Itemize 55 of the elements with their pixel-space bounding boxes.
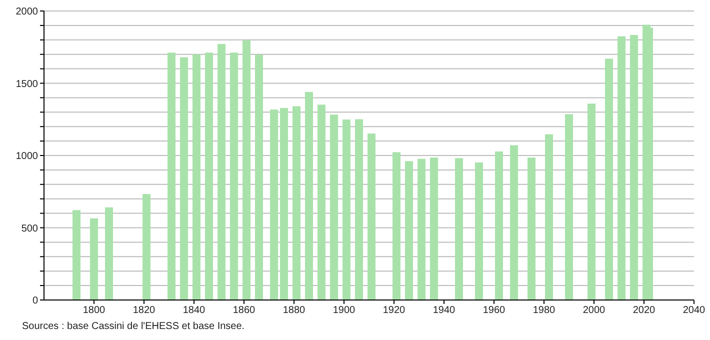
bar [368, 134, 376, 300]
y-tick-label: 1000 [16, 151, 38, 162]
bar [495, 151, 503, 300]
bar [405, 161, 413, 300]
y-tick-label: 0 [32, 296, 38, 307]
x-tick-label: 2000 [582, 305, 606, 316]
bar [90, 218, 98, 300]
x-tick-label: 1980 [532, 305, 556, 316]
x-tick-label: 1860 [232, 305, 256, 316]
x-tick-label: 1820 [132, 305, 156, 316]
bar [305, 92, 313, 300]
bar [105, 207, 113, 300]
bar [72, 210, 80, 300]
bar [618, 36, 626, 300]
bar [418, 158, 426, 300]
y-tick-label: 500 [21, 223, 38, 234]
bar [528, 158, 536, 300]
bar [255, 54, 263, 300]
bar [355, 119, 363, 300]
bar [242, 40, 250, 300]
bar [318, 104, 326, 300]
x-tick-label: 2020 [632, 305, 656, 316]
bar [168, 52, 176, 300]
bar [230, 52, 238, 300]
x-tick-label: 1940 [432, 305, 456, 316]
bar [205, 52, 213, 300]
x-tick-label: 1840 [182, 305, 206, 316]
x-tick-label: 1920 [382, 305, 406, 316]
x-tick-label: 1880 [282, 305, 306, 316]
bar [270, 110, 278, 300]
bar [430, 158, 438, 300]
bar [455, 158, 463, 300]
bar [588, 104, 596, 300]
y-tick-label: 2000 [16, 6, 38, 18]
bar [280, 108, 288, 300]
bar [218, 44, 226, 300]
bar [475, 162, 483, 300]
bar [630, 34, 638, 300]
x-tick-label: 1900 [332, 305, 356, 316]
bar [330, 114, 338, 300]
bar [142, 194, 150, 300]
bar [342, 120, 350, 300]
bar [565, 114, 573, 300]
bar [545, 134, 553, 300]
x-tick-label: 1960 [482, 305, 506, 316]
x-tick-label: 1800 [82, 305, 106, 316]
source-note: Sources : base Cassini de l'EHESS et base Insee. [22, 321, 245, 332]
bar [605, 58, 613, 300]
bar [392, 152, 400, 300]
bar [510, 145, 518, 300]
bar [292, 106, 300, 300]
bar [192, 54, 200, 300]
x-tick-label: 2040 [682, 305, 706, 316]
y-tick-label: 1500 [16, 78, 38, 90]
bar [180, 57, 188, 300]
